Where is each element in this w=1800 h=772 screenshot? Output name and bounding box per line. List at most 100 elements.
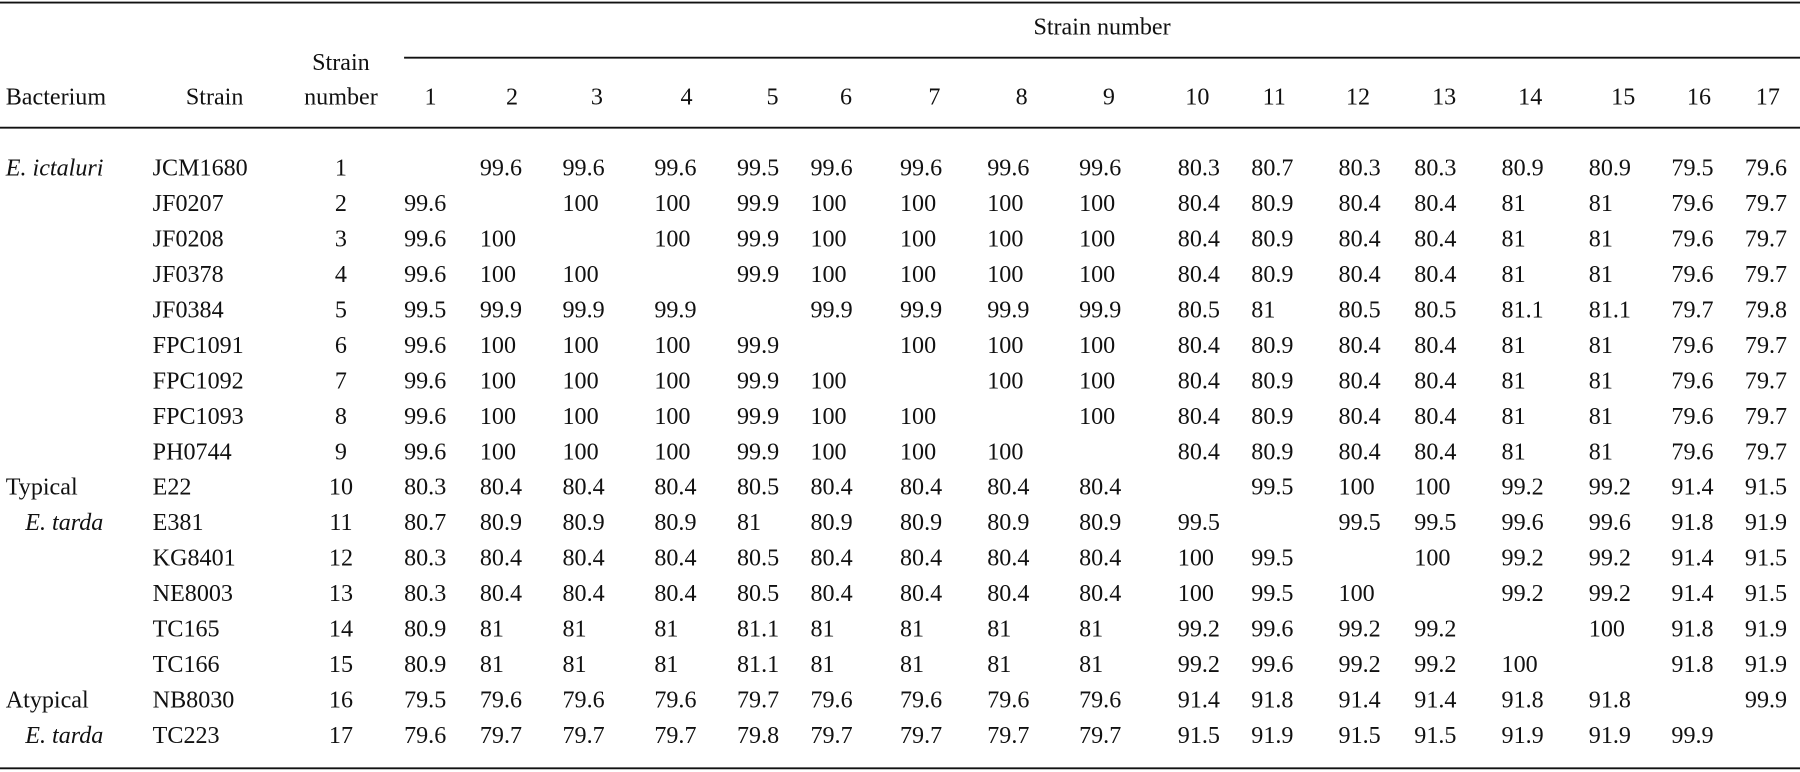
identity-value: 99.9	[737, 191, 779, 217]
identity-value: 79.6	[987, 687, 1029, 713]
identity-value: 81	[737, 510, 761, 536]
identity-value: 91.4	[1671, 475, 1713, 501]
strain-number: 3	[335, 227, 347, 253]
strain-number: 7	[335, 368, 347, 394]
identity-value: 80.9	[987, 510, 1029, 536]
identity-value: 99.6	[654, 156, 696, 182]
identity-value: 81	[1589, 191, 1613, 217]
identity-value: 91.4	[1339, 687, 1381, 713]
identity-value: 79.6	[1671, 404, 1713, 430]
identity-value: 99.6	[987, 156, 1029, 182]
identity-value: 100	[563, 404, 599, 430]
strain-number: 12	[329, 546, 353, 572]
identity-value: 80.9	[1251, 439, 1293, 465]
identity-value: 100	[900, 439, 936, 465]
strain: FPC1091	[153, 333, 244, 359]
identity-value: 80.3	[404, 475, 446, 501]
identity-value: 80.9	[1251, 227, 1293, 253]
identity-value: 80.4	[654, 581, 696, 607]
identity-value: 80.4	[1079, 581, 1121, 607]
identity-value: 79.6	[1671, 262, 1713, 288]
identity-value: 79.6	[480, 687, 522, 713]
identity-value: 80.4	[1079, 475, 1121, 501]
identity-value: 91.5	[1745, 546, 1787, 572]
bacterium: E. tarda	[24, 723, 103, 749]
identity-value: 79.7	[1079, 723, 1121, 749]
identity-value: 99.9	[1079, 297, 1121, 323]
identity-value: 99.6	[810, 156, 852, 182]
identity-value: 80.5	[737, 581, 779, 607]
identity-value: 99.9	[900, 297, 942, 323]
identity-value: 100	[654, 368, 690, 394]
identity-value: 99.6	[404, 262, 446, 288]
column-header: 6	[840, 85, 852, 111]
identity-value: 79.6	[1745, 156, 1787, 182]
identity-value: 91.9	[1589, 723, 1631, 749]
column-header: 17	[1756, 85, 1780, 111]
identity-value: 99.6	[900, 156, 942, 182]
identity-value: 80.9	[1079, 510, 1121, 536]
identity-value: 79.6	[1671, 333, 1713, 359]
identity-value: 80.3	[404, 546, 446, 572]
identity-value: 80.4	[1079, 546, 1121, 572]
identity-value: 79.7	[1745, 191, 1787, 217]
identity-value: 100	[1079, 227, 1115, 253]
identity-value: 100	[810, 368, 846, 394]
identity-value: 80.9	[1251, 368, 1293, 394]
identity-value: 80.4	[1414, 262, 1456, 288]
identity-value: 100	[1178, 546, 1214, 572]
strain: JF0207	[153, 191, 224, 217]
identity-value: 99.2	[1414, 652, 1456, 678]
strain-number: 10	[329, 475, 353, 501]
identity-value: 80.7	[404, 510, 446, 536]
identity-value: 91.5	[1745, 475, 1787, 501]
column-header: 7	[928, 85, 940, 111]
strain-number: 13	[329, 581, 353, 607]
identity-value: 99.6	[1079, 156, 1121, 182]
identity-value: 100	[1079, 333, 1115, 359]
identity-value: 79.6	[404, 723, 446, 749]
identity-value: 100	[1339, 581, 1375, 607]
identity-value: 79.6	[1671, 439, 1713, 465]
identity-value: 91.4	[1178, 687, 1220, 713]
column-header: 4	[680, 85, 692, 111]
identity-value: 100	[1079, 191, 1115, 217]
identity-value: 80.5	[1178, 297, 1220, 323]
identity-value: 81	[654, 652, 678, 678]
identity-value: 81	[1589, 262, 1613, 288]
strain-number: 1	[335, 156, 347, 182]
strain-number: 16	[329, 687, 353, 713]
identity-value: 81	[1502, 439, 1526, 465]
identity-value: 80.3	[1178, 156, 1220, 182]
identity-value: 80.4	[654, 546, 696, 572]
strain: TC165	[153, 616, 220, 642]
identity-value: 100	[900, 191, 936, 217]
identity-value: 99.5	[1178, 510, 1220, 536]
identity-value: 81	[480, 652, 504, 678]
identity-value: 100	[810, 262, 846, 288]
identity-value: 99.9	[1745, 687, 1787, 713]
bacterium: Atypical	[6, 687, 89, 713]
identity-value: 81	[900, 652, 924, 678]
bacterium: E. tarda	[24, 510, 103, 536]
number-header: Strain	[312, 50, 370, 76]
identity-value: 80.9	[1589, 156, 1631, 182]
identity-value: 80.4	[480, 546, 522, 572]
identity-value: 80.4	[1178, 333, 1220, 359]
identity-value: 91.8	[1671, 510, 1713, 536]
identity-value: 80.9	[1251, 191, 1293, 217]
identity-value: 100	[480, 333, 516, 359]
identity-value: 80.9	[1502, 156, 1544, 182]
identity-value: 99.6	[404, 404, 446, 430]
identity-value: 81.1	[737, 652, 779, 678]
identity-value: 99.9	[737, 368, 779, 394]
identity-value: 100	[900, 333, 936, 359]
identity-value: 80.5	[1339, 297, 1381, 323]
bacterium: Typical	[6, 475, 78, 501]
identity-value: 100	[480, 262, 516, 288]
identity-value: 100	[1414, 475, 1450, 501]
identity-value: 80.4	[1339, 368, 1381, 394]
identity-value: 81	[1589, 404, 1613, 430]
identity-value: 81	[1079, 652, 1103, 678]
